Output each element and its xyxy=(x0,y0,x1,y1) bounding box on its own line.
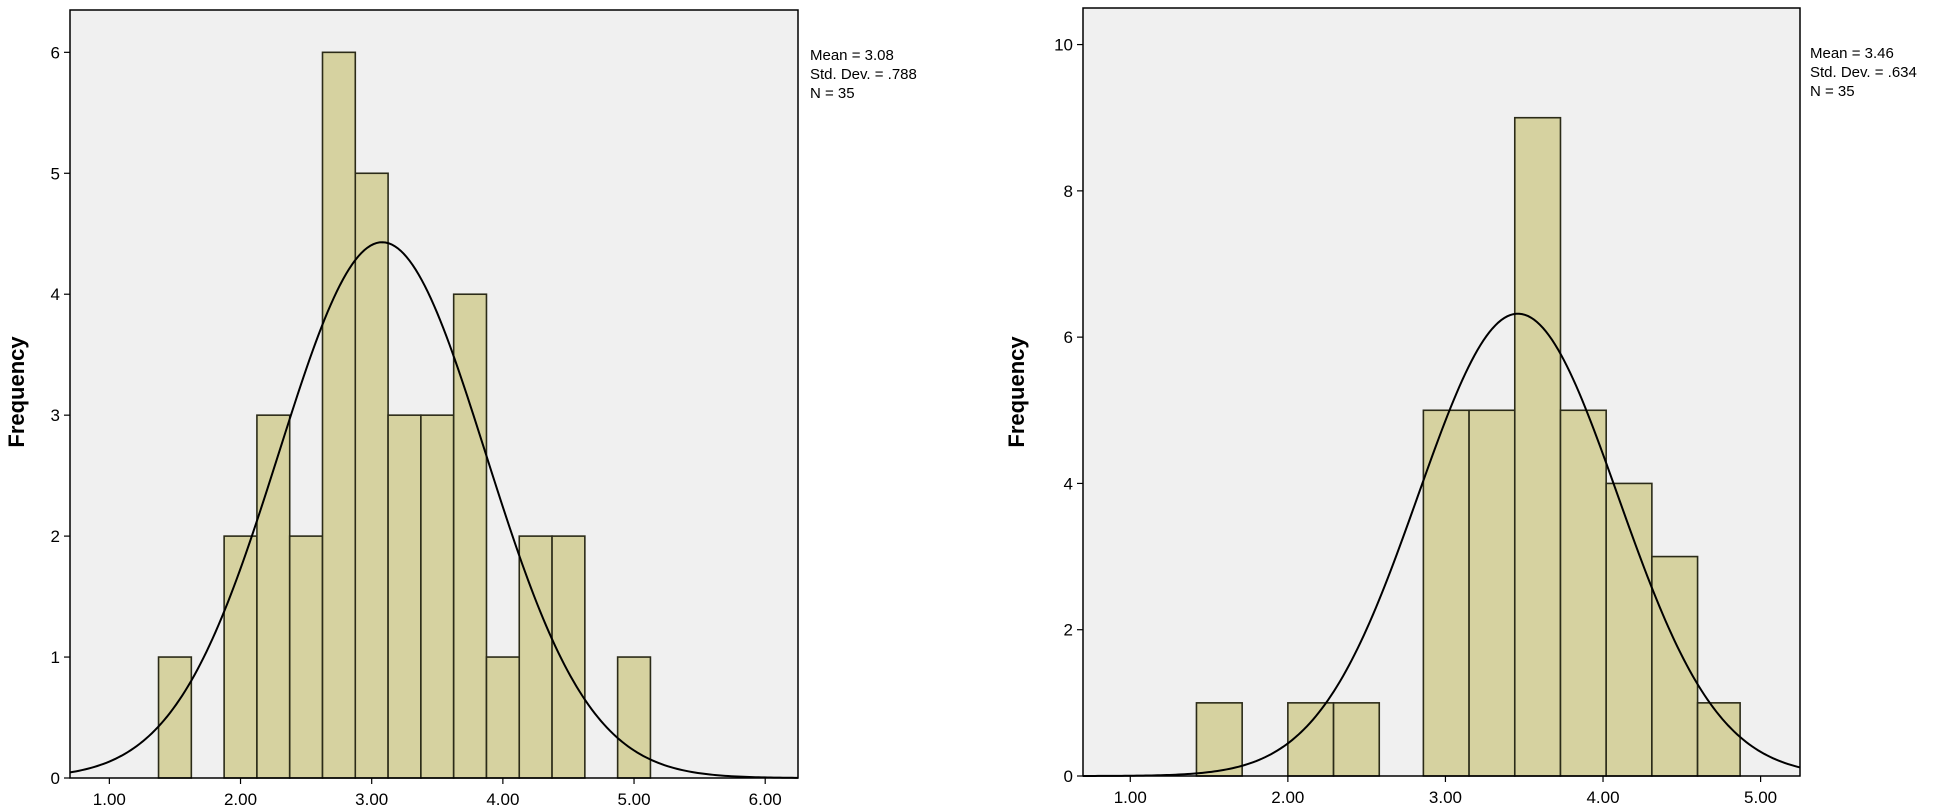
x-tick-label: 2.00 xyxy=(1271,788,1304,807)
stats-mean: Mean = 3.46 xyxy=(1810,45,1894,62)
y-tick-label: 0 xyxy=(1064,767,1073,786)
histogram-bar xyxy=(1605,482,1653,777)
y-tick-label: 1 xyxy=(51,648,60,667)
y-tick-label: 2 xyxy=(51,527,60,546)
histogram-bar xyxy=(288,535,324,779)
normal-curve xyxy=(1083,312,1801,777)
stats-n: N = 35 xyxy=(1810,83,1855,100)
x-tick-label: 2.00 xyxy=(224,790,257,809)
y-tick-label: 5 xyxy=(51,164,60,183)
stats-std-dev: Std. Dev. = .634 xyxy=(1810,64,1917,81)
y-tick-label: 3 xyxy=(51,406,60,425)
histogram-bar xyxy=(420,414,455,779)
histogram-left: Frequency Mean = 3.08 Std. Dev. = .788 N… xyxy=(4,9,917,809)
x-tick-label: 3.00 xyxy=(355,790,388,809)
histogram-bar xyxy=(354,172,389,779)
normal-curve xyxy=(69,241,799,779)
histogram-bar xyxy=(1287,702,1335,777)
y-tick-label: 6 xyxy=(1064,328,1073,347)
y-tick-label: 6 xyxy=(51,43,60,62)
histogram-bar xyxy=(223,535,258,779)
histogram-right: Frequency Mean = 3.46 Std. Dev. = .634 N… xyxy=(1004,7,1917,807)
histogram-bar xyxy=(1195,702,1243,777)
plot-frame xyxy=(1082,7,1801,777)
histogram-bar xyxy=(157,656,193,779)
histogram-bar xyxy=(551,535,586,779)
histogram-bar xyxy=(1559,409,1607,777)
y-tick-label: 4 xyxy=(51,285,60,304)
histogram-bar xyxy=(485,656,521,779)
x-tick-label: 4.00 xyxy=(486,790,519,809)
histogram-bar xyxy=(452,293,488,779)
x-tick-label: 1.00 xyxy=(1114,788,1147,807)
y-tick-label: 0 xyxy=(51,769,60,788)
stats-n: N = 35 xyxy=(810,85,855,102)
stats-std-dev: Std. Dev. = .788 xyxy=(810,66,917,83)
histogram-bar xyxy=(616,656,652,779)
y-axis-label: Frequency xyxy=(4,336,29,448)
histogram-bar xyxy=(1468,409,1516,777)
histogram-bar xyxy=(518,535,553,779)
histogram-bar xyxy=(256,414,291,779)
histogram-bar xyxy=(1422,409,1470,777)
y-tick-label: 2 xyxy=(1064,621,1073,640)
x-tick-label: 1.00 xyxy=(93,790,126,809)
x-tick-label: 3.00 xyxy=(1429,788,1462,807)
x-tick-label: 6.00 xyxy=(749,790,782,809)
y-tick-label: 10 xyxy=(1054,36,1073,55)
plot-frame xyxy=(69,9,799,779)
histogram-bar xyxy=(1332,702,1381,777)
histogram-bar xyxy=(387,414,422,779)
x-tick-label: 4.00 xyxy=(1586,788,1619,807)
histogram-bar xyxy=(321,51,357,779)
x-tick-label: 5.00 xyxy=(617,790,650,809)
histogram-bar xyxy=(1513,116,1562,777)
y-tick-label: 4 xyxy=(1064,474,1073,493)
y-axis-label: Frequency xyxy=(1004,336,1029,448)
x-tick-label: 5.00 xyxy=(1744,788,1777,807)
stats-mean: Mean = 3.08 xyxy=(810,47,894,64)
histogram-bar xyxy=(1651,555,1699,777)
y-tick-label: 8 xyxy=(1064,182,1073,201)
